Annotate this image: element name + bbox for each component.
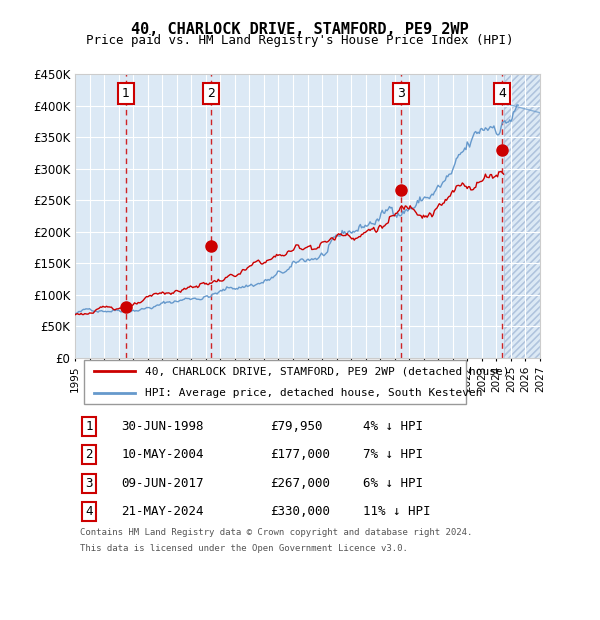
Text: 3: 3 [85,477,93,490]
Text: 10-MAY-2004: 10-MAY-2004 [121,448,204,461]
Text: 30-JUN-1998: 30-JUN-1998 [121,420,204,433]
Bar [503,74,540,358]
Text: 4: 4 [498,87,506,100]
Text: HPI: Average price, detached house, South Kesteven: HPI: Average price, detached house, Sout… [145,388,482,397]
Text: £79,950: £79,950 [270,420,323,433]
Text: 1: 1 [85,420,93,433]
Text: 21-MAY-2024: 21-MAY-2024 [121,505,204,518]
Text: Price paid vs. HM Land Registry's House Price Index (HPI): Price paid vs. HM Land Registry's House … [86,34,514,47]
FancyBboxPatch shape [84,360,466,404]
Text: £267,000: £267,000 [270,477,330,490]
Text: Contains HM Land Registry data © Crown copyright and database right 2024.: Contains HM Land Registry data © Crown c… [80,528,472,536]
Text: This data is licensed under the Open Government Licence v3.0.: This data is licensed under the Open Gov… [80,544,407,552]
Text: £177,000: £177,000 [270,448,330,461]
Text: 40, CHARLOCK DRIVE, STAMFORD, PE9 2WP (detached house): 40, CHARLOCK DRIVE, STAMFORD, PE9 2WP (d… [145,366,509,376]
Text: 40, CHARLOCK DRIVE, STAMFORD, PE9 2WP: 40, CHARLOCK DRIVE, STAMFORD, PE9 2WP [131,22,469,37]
Text: 7% ↓ HPI: 7% ↓ HPI [364,448,424,461]
Text: 3: 3 [397,87,405,100]
Text: 11% ↓ HPI: 11% ↓ HPI [364,505,431,518]
Text: 6% ↓ HPI: 6% ↓ HPI [364,477,424,490]
Text: 1: 1 [122,87,130,100]
Text: 4% ↓ HPI: 4% ↓ HPI [364,420,424,433]
Text: 09-JUN-2017: 09-JUN-2017 [121,477,204,490]
Text: 2: 2 [207,87,215,100]
Text: £330,000: £330,000 [270,505,330,518]
Text: 2: 2 [85,448,93,461]
Bar [503,74,540,358]
Text: 4: 4 [85,505,93,518]
